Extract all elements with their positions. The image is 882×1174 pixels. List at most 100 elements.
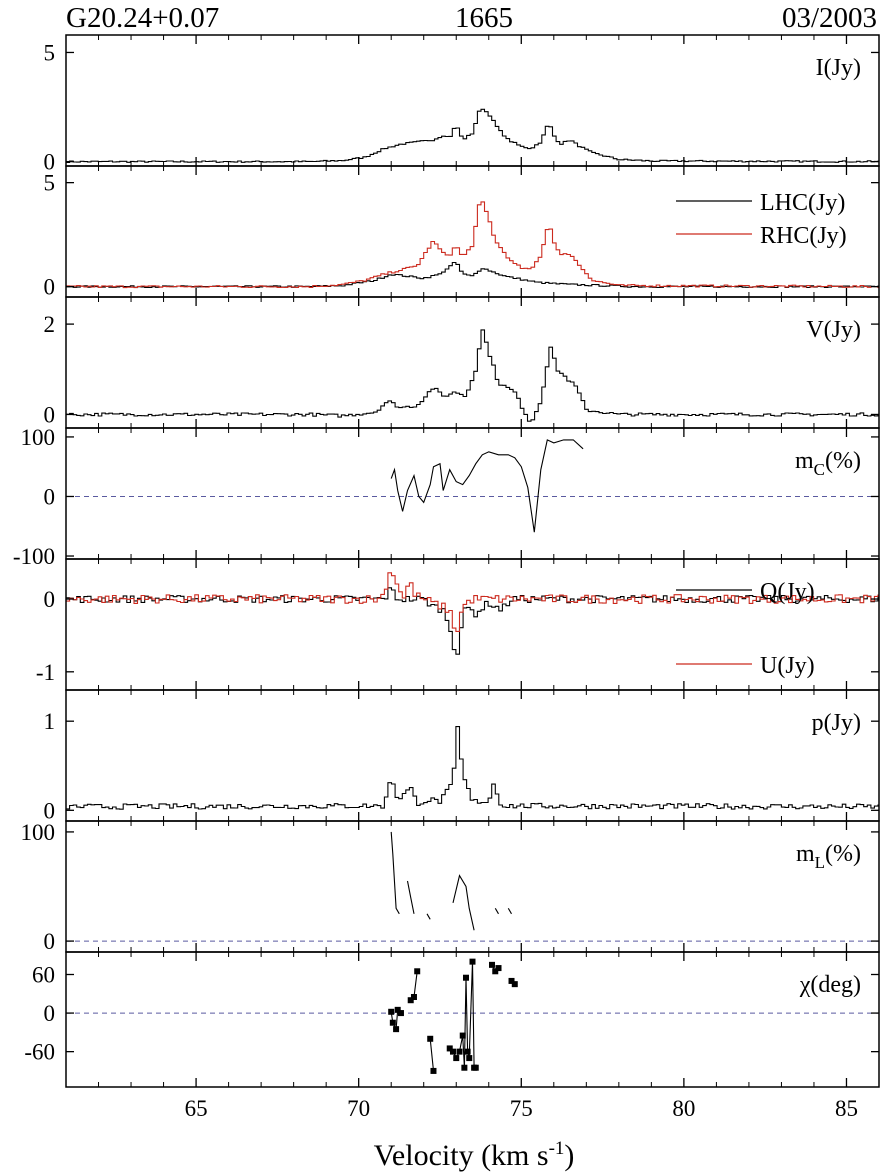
y-tick-label: 5 — [44, 40, 56, 65]
panel-4-plot-area — [66, 439, 879, 533]
chi-point-27 — [511, 981, 518, 988]
panel-2-series-2-line — [66, 201, 879, 289]
panel-5: -1 0 Q(Jy) U(Jy) — [36, 558, 880, 691]
chi-point-3 — [393, 1026, 400, 1033]
panel-8-label: χ(deg) — [799, 972, 861, 998]
ml-segment-3 — [426, 913, 431, 920]
chi-point-12 — [449, 1048, 456, 1055]
chi-point-11 — [446, 1045, 453, 1052]
epoch-date: 03/2003 — [782, 2, 877, 34]
legend-entry: Q(Jy) — [760, 579, 815, 605]
y-tick-label: 0 — [44, 798, 56, 823]
chi-point-17 — [462, 974, 469, 981]
x-tick-label: 70 — [347, 1096, 370, 1121]
chi-point-8 — [414, 968, 421, 975]
y-tick-label: 60 — [32, 963, 55, 988]
panel-3-label: V(Jy) — [806, 317, 861, 343]
panel-8: -60 0 60 χ(deg) — [24, 951, 880, 1088]
panel-4-label: mC(%) — [795, 448, 861, 479]
y-tick-label: 0 — [44, 150, 56, 175]
y-tick-label: 0 — [44, 1001, 56, 1026]
y-tick-label: 2 — [44, 312, 56, 337]
ml-segment-4 — [452, 874, 475, 931]
panel-6-frame — [65, 689, 880, 822]
chi-point-18 — [464, 1048, 471, 1055]
x-tick-label: 75 — [510, 1096, 533, 1121]
chi-point-7 — [410, 994, 417, 1000]
chi-point-25 — [495, 965, 502, 972]
panel-7-plot-area — [66, 831, 879, 942]
y-tick-label: 100 — [21, 820, 56, 845]
x-axis-label-close: ) — [564, 1139, 574, 1172]
y-tick-label: 1 — [44, 709, 56, 734]
chi-point-10 — [430, 1067, 437, 1074]
frequency-label: 1665 — [455, 2, 513, 34]
panel-4-frame — [65, 427, 880, 560]
panel-6-plot-area — [66, 726, 879, 810]
ml-segment-5 — [494, 908, 499, 915]
chi-point-9 — [427, 1035, 434, 1042]
panel-8-frame — [65, 951, 880, 1088]
chi-point-19 — [466, 1055, 473, 1062]
ml-segment-1 — [390, 831, 400, 915]
ml-segment-2 — [406, 880, 415, 914]
panel-1-frame — [65, 34, 880, 167]
panel-1-label: I(Jy) — [816, 55, 861, 81]
chi-point-1 — [388, 1008, 395, 1015]
panel-7: 0 100 mL(%) — [21, 820, 880, 954]
y-tick-label: -100 — [13, 544, 55, 569]
panel-5-frame — [65, 558, 880, 691]
panel-3-series-1-line — [66, 329, 879, 422]
y-tick-label: 0 — [44, 402, 56, 427]
panel-1: 0 5 I(Jy) — [44, 34, 880, 175]
ml-segment-6 — [507, 908, 512, 915]
panel-5-plot-area — [66, 572, 879, 655]
panel-7-frame — [65, 820, 880, 953]
panel-6-series-1-line — [66, 726, 879, 810]
panel-3: 0 2 V(Jy) — [44, 296, 880, 429]
chi-point-16 — [461, 1064, 468, 1071]
panel-6-label: p(Jy) — [812, 710, 861, 736]
panel-6: 0 1 p(Jy) — [44, 689, 880, 823]
legend-entry: RHC(Jy) — [760, 223, 847, 249]
panel-7-label: mL(%) — [796, 841, 861, 872]
chi-point-4 — [394, 1006, 401, 1013]
panel-3-frame — [65, 296, 880, 429]
source-name: G20.24+0.07 — [66, 2, 219, 34]
chi-connector-3 — [429, 1038, 435, 1071]
x-axis-label-sup: -1 — [549, 1138, 565, 1159]
panel-2-frame — [65, 165, 880, 298]
chi-point-15 — [459, 1032, 466, 1039]
y-tick-label: 0 — [44, 275, 56, 300]
panel-4-series-1-line — [390, 439, 584, 533]
y-tick-label: 0 — [44, 484, 56, 509]
chi-point-6 — [407, 997, 414, 1004]
chi-point-23 — [489, 961, 496, 968]
chi-point-5 — [397, 1010, 404, 1017]
y-tick-label: 0 — [44, 587, 56, 612]
x-axis-label: Velocity (km s-1) — [374, 1138, 575, 1172]
chi-point-22 — [472, 1064, 479, 1071]
y-tick-label: -1 — [36, 660, 55, 685]
chi-point-2 — [389, 1019, 396, 1026]
y-tick-label: 5 — [44, 171, 56, 196]
panel-1-series-1-line — [66, 108, 879, 163]
chi-point-14 — [456, 1048, 463, 1055]
panel-5-series-1-line — [66, 587, 879, 655]
panel-2-series-1-line — [66, 261, 879, 288]
y-tick-label: -60 — [24, 1040, 55, 1065]
x-tick-label: 65 — [185, 1096, 208, 1121]
legend-entry: U(Jy) — [760, 653, 815, 679]
panel-1-plot-area — [66, 108, 879, 163]
x-tick-label: 80 — [672, 1096, 695, 1121]
chi-point-26 — [508, 977, 515, 984]
panel-4: -100 0 100 mC(%) — [13, 425, 880, 569]
y-tick-label: 100 — [21, 425, 56, 450]
y-tick-label: 0 — [44, 929, 56, 954]
legend-entry: LHC(Jy) — [760, 190, 845, 216]
panel-3-plot-area — [66, 329, 879, 422]
chi-point-20 — [469, 958, 476, 965]
panel-2: 0 5 LHC(Jy) RHC(Jy) — [44, 165, 880, 300]
